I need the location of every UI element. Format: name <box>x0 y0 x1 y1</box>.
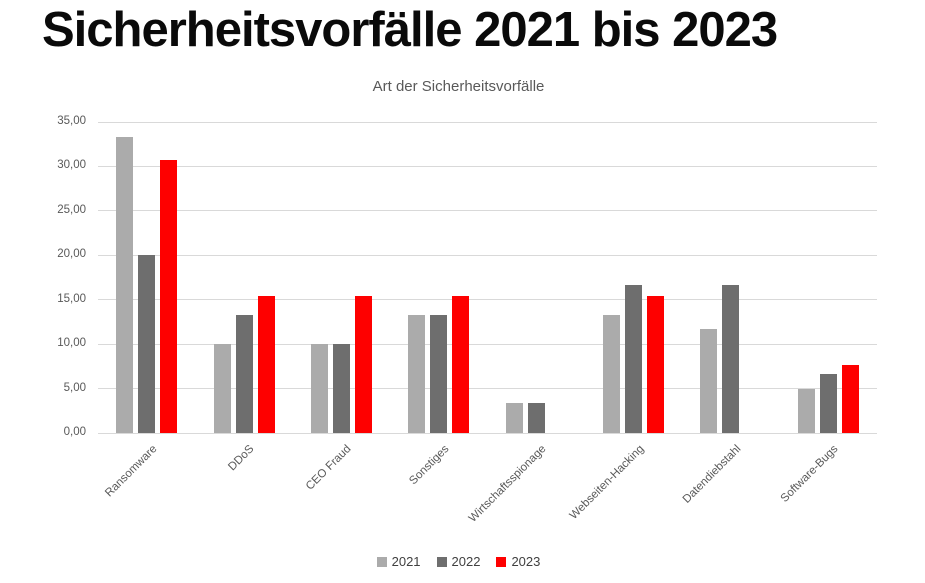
bar-2021-wirtschaftsspionage <box>505 403 523 433</box>
gridline-35 <box>98 121 877 123</box>
bar-2022-ceo-fraud <box>332 344 350 433</box>
legend-label-2021: 2021 <box>391 554 421 569</box>
y-axis-tick-label: 0,00 <box>63 426 86 438</box>
bar-2021-ddos <box>213 344 231 433</box>
bar-2021-sonstiges <box>408 314 426 433</box>
bar-2023-software-bugs <box>841 364 859 433</box>
gridline-5 <box>98 388 877 390</box>
y-axis-tick-label: 5,00 <box>63 381 86 394</box>
bar-2023-webseiten-hacking <box>647 296 665 433</box>
legend-item-2023: 2023 <box>496 554 540 569</box>
gridline-15 <box>98 299 877 301</box>
legend-label-2023: 2023 <box>511 554 541 569</box>
bar-group-webseiten-hacking <box>585 122 682 433</box>
bar-2022-wirtschaftsspionage <box>527 403 545 433</box>
gridline-0 <box>98 432 877 434</box>
bar-group-ddos <box>195 122 292 433</box>
bar-2022-datendiebstahl <box>722 284 740 433</box>
chart-title: Art der Sicherheitsvorfälle <box>372 78 545 95</box>
gridline-20 <box>98 254 877 256</box>
y-axis-tick-label: 25,00 <box>57 203 86 216</box>
bar-group-software-bugs <box>780 122 877 433</box>
bar-2023-ransomware <box>160 159 178 433</box>
bar-2022-ddos <box>235 314 253 433</box>
bar-2023-ddos <box>257 296 275 433</box>
y-axis-tick-label: 10,00 <box>57 337 86 350</box>
gridline-10 <box>98 343 877 345</box>
y-axis-tick-label: 35,00 <box>57 115 86 127</box>
legend-swatch-2023 <box>496 556 507 567</box>
legend-item-2021: 2021 <box>376 554 421 569</box>
y-axis-tick-label: 30,00 <box>57 159 86 172</box>
gridline-25 <box>98 210 877 212</box>
legend-item-2022: 2022 <box>436 554 481 569</box>
bar-group-ransomware <box>98 122 195 433</box>
bar-2022-software-bugs <box>819 373 837 433</box>
y-axis-tick-label: 20,00 <box>57 248 86 261</box>
bar-2023-sonstiges <box>452 296 470 433</box>
plot-area: 0,00 5,00 10,00 15,00 20,00 25,00 30,00 35,00 Ra… <box>57 115 877 525</box>
legend-swatch-2021 <box>376 556 387 567</box>
bar-group-wirtschaftsspionage <box>488 122 585 433</box>
bar-2022-ransomware <box>138 255 156 433</box>
gridline-30 <box>98 165 877 167</box>
bar-2021-software-bugs <box>797 388 815 433</box>
bar-group-sonstiges <box>390 122 487 433</box>
bar-2021-ransomware <box>116 136 134 433</box>
legend-label-2022: 2022 <box>451 554 481 569</box>
bar-2022-webseiten-hacking <box>625 284 643 433</box>
chart-legend: 2021 2022 2023 <box>40 554 877 569</box>
bar-group-ceo-fraud <box>293 122 390 433</box>
bar-2023-ceo-fraud <box>354 296 372 433</box>
bar-2021-datendiebstahl <box>700 329 718 433</box>
bar-2022-sonstiges <box>430 314 448 433</box>
bar-group-datendiebstahl <box>682 122 779 433</box>
page-title: Sicherheitsvorfälle 2021 bis 2023 <box>42 3 778 57</box>
legend-swatch-2022 <box>436 556 447 567</box>
bar-2021-ceo-fraud <box>310 344 328 433</box>
bar-2021-webseiten-hacking <box>603 314 621 433</box>
y-axis-tick-label: 15,00 <box>57 292 86 305</box>
